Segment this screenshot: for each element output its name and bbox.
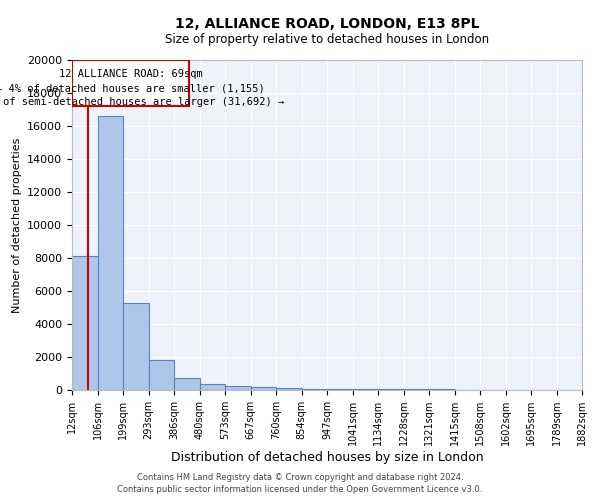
Bar [327,389,353,390]
X-axis label: Distribution of detached houses by size in London: Distribution of detached houses by size … [170,451,484,464]
Bar [72,256,97,390]
Text: Size of property relative to detached houses in London: Size of property relative to detached ho… [165,32,489,46]
Bar [251,387,276,390]
Text: ← 4% of detached houses are smaller (1,155): ← 4% of detached houses are smaller (1,1… [0,83,265,93]
Text: 96% of semi-detached houses are larger (31,692) →: 96% of semi-detached houses are larger (… [0,97,284,107]
Bar [225,386,251,390]
Bar [302,388,327,390]
Bar [174,378,199,390]
Bar [97,116,123,390]
Y-axis label: Number of detached properties: Number of detached properties [11,138,22,312]
Bar [353,389,378,390]
Bar [123,302,149,390]
Text: 12, ALLIANCE ROAD, LONDON, E13 8PL: 12, ALLIANCE ROAD, LONDON, E13 8PL [175,18,479,32]
Bar [72,60,190,106]
Text: Contains HM Land Registry data © Crown copyright and database right 2024.
Contai: Contains HM Land Registry data © Crown c… [118,472,482,494]
Bar [199,384,225,390]
Bar [276,388,302,390]
Bar [149,360,174,390]
Text: 12 ALLIANCE ROAD: 69sqm: 12 ALLIANCE ROAD: 69sqm [59,69,203,79]
